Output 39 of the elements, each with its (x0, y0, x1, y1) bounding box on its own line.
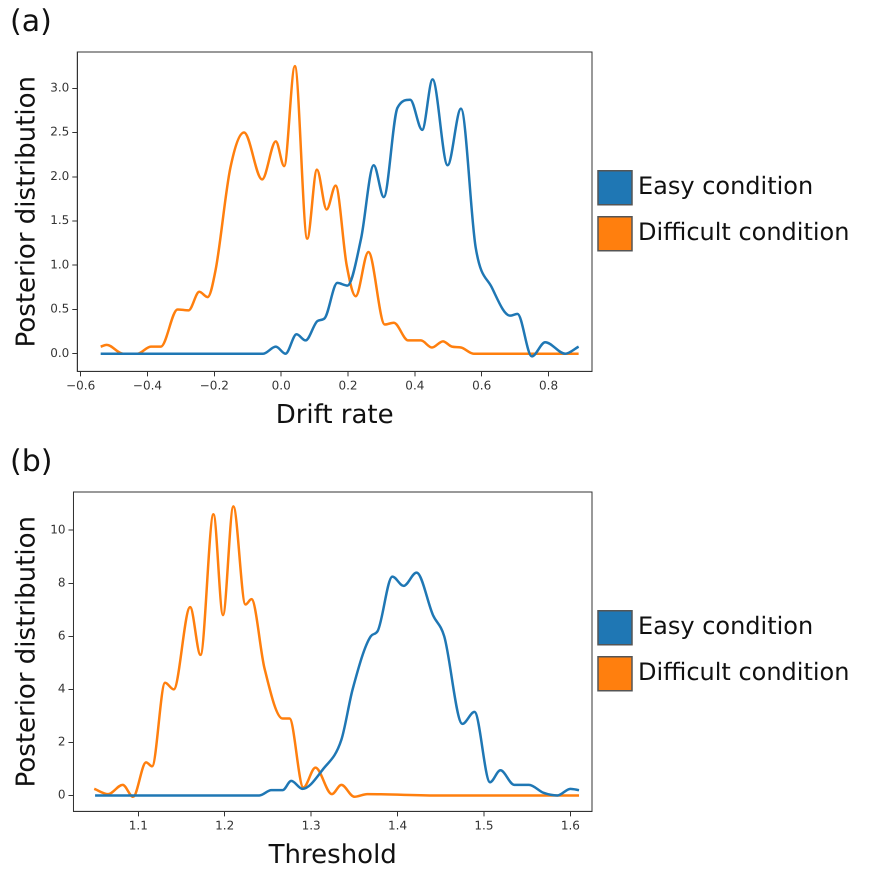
x-tick-label: 1.1 (128, 818, 148, 833)
x-tick-label: −0.2 (200, 378, 229, 393)
y-axis-title: Posterior distribution (11, 76, 42, 348)
text: (a) (10, 4, 52, 39)
y-tick-label: 1.5 (50, 213, 70, 228)
y-tick-label: 3.0 (50, 80, 70, 94)
x-tick-label: −0.6 (66, 378, 96, 393)
x-tick-label: 0.6 (472, 378, 492, 393)
y-axis-title: Posterior distribution (11, 516, 42, 788)
y-tick-label: 0.0 (50, 346, 70, 360)
y-tick-label: 0.5 (50, 302, 70, 316)
x-tick-label: 1.3 (302, 818, 321, 833)
y-tick-label: 2.5 (50, 124, 70, 139)
text: (b) (10, 444, 52, 479)
y-tick-label: 4 (58, 681, 66, 696)
y-tick-label: 8 (58, 575, 66, 590)
x-tick-label: 0.8 (539, 378, 558, 393)
legend-label: Difficult condition (638, 218, 850, 246)
x-tick-label: 0.0 (272, 378, 291, 393)
x-tick-label: 1.4 (388, 818, 408, 833)
y-tick-label: 2 (58, 734, 66, 749)
legend-label: Easy condition (638, 172, 814, 200)
x-tick-label: 1.2 (215, 818, 234, 833)
x-axis-title: Drift rate (276, 400, 394, 430)
legend-label: Difficult condition (638, 658, 850, 686)
y-tick-label: 2.0 (50, 168, 70, 183)
line-series (92, 505, 580, 798)
x-tick-label: 1.5 (474, 818, 494, 833)
y-tick-label: 10 (50, 522, 66, 536)
legend-label: Easy condition (638, 612, 814, 640)
x-axis-title: Threshold (268, 840, 397, 870)
y-tick-label: 1.0 (50, 257, 70, 272)
y-tick-label: 6 (58, 628, 66, 642)
line-series (94, 571, 580, 797)
x-tick-label: 1.6 (560, 818, 580, 833)
x-tick-label: 0.2 (338, 378, 358, 393)
y-tick-label: 0 (58, 788, 66, 802)
x-tick-label: 0.4 (405, 378, 424, 393)
x-tick-label: −0.4 (132, 378, 162, 393)
